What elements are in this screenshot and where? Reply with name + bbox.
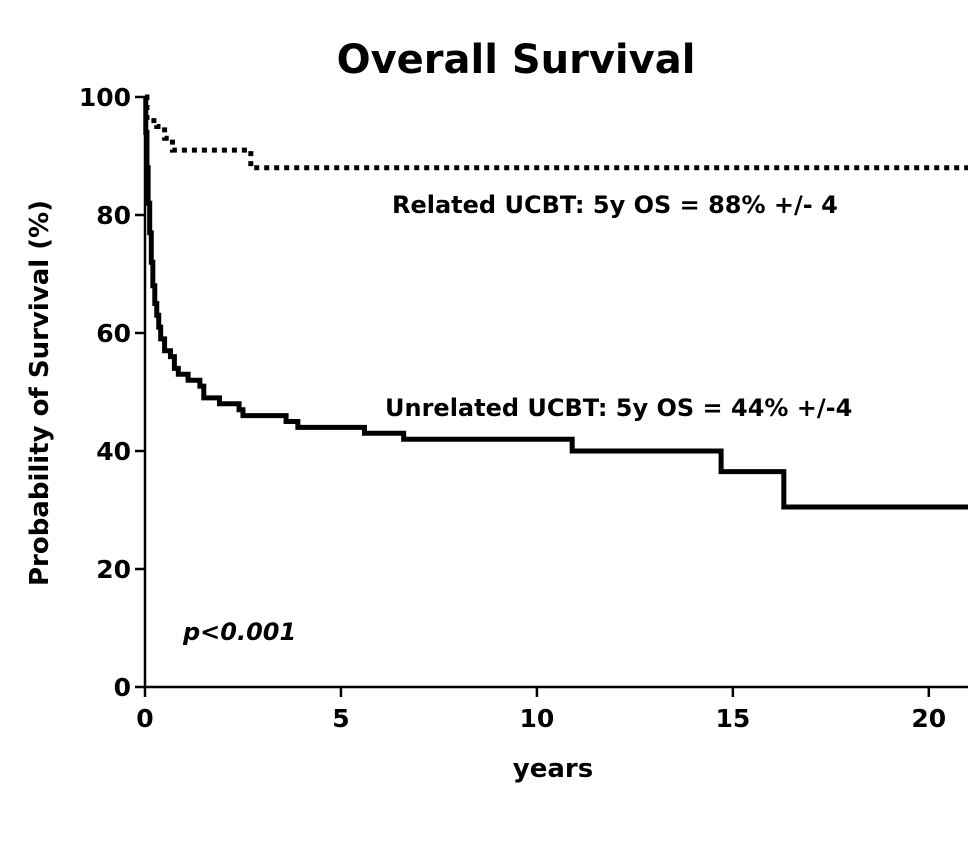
y-tick-label: 80 (96, 201, 131, 230)
x-tick-label: 0 (136, 704, 153, 733)
y-tick-label: 40 (96, 437, 131, 466)
series-layer (143, 94, 968, 510)
x-tick-label: 5 (332, 704, 349, 733)
x-tick-label: 10 (520, 704, 555, 733)
y-tick-label: 100 (79, 83, 131, 112)
x-axis-label: years (513, 754, 593, 784)
x-tick-label: 15 (715, 704, 750, 733)
y-tick-label: 0 (114, 673, 131, 702)
ticks: 0 20 40 60 80 100 0 5 10 15 20 (79, 83, 946, 733)
x-tick-label: 20 (911, 704, 946, 733)
y-tick-label: 20 (96, 555, 131, 584)
axes (143, 97, 968, 689)
related-annotation: Related UCBT: 5y OS = 88% +/- 4 (392, 191, 838, 219)
unrelated-annotation: Unrelated UCBT: 5y OS = 44% +/-4 (385, 394, 852, 422)
y-axis-label: Probability of Survival (%) (25, 200, 55, 586)
y-tick-label: 60 (96, 319, 131, 348)
p-value-annotation: p<0.001 (182, 618, 296, 646)
series-unrelated-ucbt (143, 94, 968, 510)
chart-title: Overall Survival (337, 37, 696, 83)
series-related-ucbt (144, 94, 968, 171)
